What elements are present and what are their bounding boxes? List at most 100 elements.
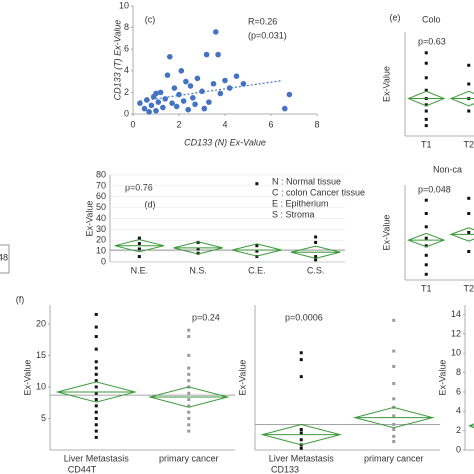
data-point — [215, 51, 221, 58]
data-point — [424, 61, 428, 65]
x-tick-label: primary cancer — [159, 453, 219, 463]
data-point — [94, 325, 98, 329]
data-point — [314, 235, 318, 239]
y-axis-label: Ex-Value — [381, 215, 391, 251]
data-point — [192, 101, 198, 108]
panel-label: (d) — [145, 199, 156, 209]
data-point — [217, 90, 224, 97]
mean-diamond — [147, 386, 230, 408]
mean-diamond — [449, 227, 474, 242]
x-tick-label: 8 — [314, 119, 319, 129]
data-point — [299, 438, 303, 442]
data-point — [94, 404, 98, 408]
data-point — [424, 88, 428, 92]
trend-line — [139, 79, 283, 102]
panel: Non-ca p=0.048 Ex-Value T1 T2 — [381, 164, 474, 293]
data-point — [424, 244, 428, 248]
data-point — [392, 318, 396, 322]
data-point — [196, 247, 200, 251]
x-axis-label: CD133 — [271, 464, 299, 474]
data-point — [171, 85, 178, 91]
data-point — [94, 347, 98, 351]
data-point — [392, 439, 396, 443]
x-tick-label: T1 — [421, 283, 432, 293]
x-tick-label: Liver Metastasis — [64, 453, 130, 463]
data-point — [160, 104, 166, 111]
data-point — [187, 398, 191, 402]
data-point — [187, 391, 191, 395]
annotation: p=0.24 — [192, 312, 220, 322]
panel-title: Non-ca — [433, 164, 462, 174]
data-point — [94, 423, 98, 427]
mean-diamond — [468, 423, 474, 429]
y-tick-label: 20 — [96, 235, 106, 245]
mean-diamond — [449, 90, 474, 107]
x-tick-label: primary cancer — [364, 453, 424, 463]
data-point — [424, 272, 428, 276]
y-tick-label: 2 — [124, 87, 129, 97]
y-tick-label: 4 — [456, 406, 461, 416]
data-point — [94, 429, 98, 433]
y-tick-label: 2 — [456, 425, 461, 435]
data-point — [314, 258, 318, 262]
data-point — [467, 250, 471, 253]
y-tick-label: 10 — [119, 0, 129, 10]
data-point — [213, 29, 219, 35]
data-point — [255, 182, 259, 186]
y-tick-label: 4 — [124, 65, 129, 75]
y-tick-label: 12 — [451, 328, 461, 338]
data-point — [137, 247, 141, 251]
x-tick-label: T2 — [463, 139, 474, 149]
data-point — [187, 423, 191, 427]
panel: (e) Colo p=0.63 Ex-Value T1 T2 — [381, 12, 474, 149]
mean-diamond — [352, 406, 435, 429]
data-point — [424, 76, 428, 80]
y-tick-label: 40 — [96, 213, 106, 223]
y-tick-label: 70 — [96, 180, 106, 190]
data-point — [392, 428, 396, 432]
mean-diamond — [260, 423, 343, 446]
data-point — [233, 73, 240, 79]
data-point — [187, 379, 191, 383]
annotation: (p=0.031) — [248, 30, 287, 40]
data-point — [299, 431, 303, 435]
data-point — [180, 98, 187, 104]
data-point — [424, 51, 428, 55]
data-point — [153, 107, 159, 114]
data-point — [141, 105, 148, 112]
legend-line: E : Epitherium — [272, 198, 329, 208]
data-point — [187, 410, 191, 414]
data-point — [424, 212, 428, 215]
data-point — [187, 404, 191, 408]
panel: 48 — [0, 244, 10, 274]
data-point — [137, 236, 141, 240]
y-axis-label: Ex-Value — [237, 360, 247, 396]
y-tick-label: 15 — [36, 350, 46, 360]
y-tick-label: 50 — [96, 202, 106, 212]
data-point — [190, 95, 196, 101]
x-tick-label: T1 — [421, 139, 432, 149]
data-point — [187, 335, 191, 339]
data-point — [155, 99, 162, 105]
y-axis-label: Ex-Value — [22, 360, 32, 396]
data-point — [201, 105, 208, 112]
data-point — [299, 351, 303, 355]
data-point — [203, 51, 210, 58]
y-tick-label: 5 — [41, 413, 46, 423]
data-point — [178, 68, 185, 74]
data-point — [424, 236, 428, 240]
annotation: p=0.0006 — [285, 312, 323, 322]
data-point — [137, 255, 141, 259]
data-point — [153, 90, 159, 97]
data-point — [187, 328, 191, 332]
data-point — [183, 78, 189, 85]
data-point — [392, 434, 396, 438]
data-point — [424, 117, 428, 121]
annotation: 48 — [0, 252, 8, 262]
data-point — [467, 196, 471, 200]
data-point — [392, 349, 396, 353]
panel: (f) p=0.24 5 10 15 20 Ex-Value Liver Metastasis… — [16, 294, 235, 474]
mean-diamond — [406, 232, 446, 248]
panel-title: Colo — [422, 14, 441, 24]
